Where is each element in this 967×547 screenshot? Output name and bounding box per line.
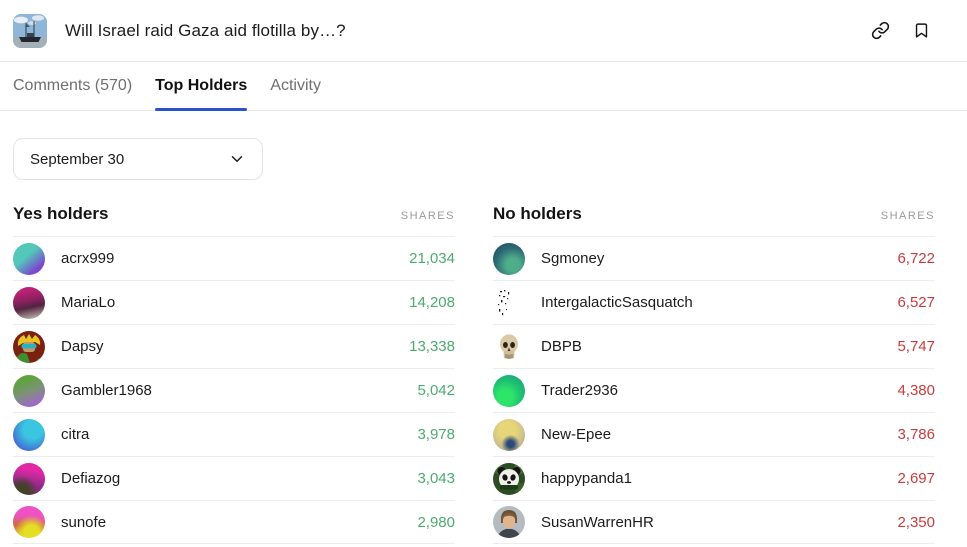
- holder-row[interactable]: Dapsy 13,338: [13, 324, 455, 368]
- holder-shares: 21,034: [409, 250, 455, 267]
- shares-column-label: SHARES: [400, 210, 455, 222]
- holder-name[interactable]: Gambler1968: [61, 382, 152, 399]
- filter-row: September 30: [0, 111, 967, 180]
- holder-name[interactable]: Trader2936: [541, 382, 618, 399]
- avatar: [493, 374, 525, 407]
- holder-row[interactable]: happypanda1 2,697: [493, 456, 935, 500]
- avatar: [493, 286, 525, 319]
- yes-holders-column: Yes holders SHARES acrx999 21,034 MariaL…: [13, 202, 455, 544]
- date-filter-dropdown[interactable]: September 30: [13, 138, 263, 180]
- holder-name[interactable]: acrx999: [61, 250, 115, 267]
- avatar: [493, 418, 525, 451]
- holder-shares: 2,350: [897, 513, 935, 531]
- holder-name[interactable]: New-Epee: [541, 426, 612, 443]
- holder-row[interactable]: Trader2936 4,380: [493, 368, 935, 412]
- avatar: [13, 242, 45, 275]
- holders-columns: Yes holders SHARES acrx999 21,034 MariaL…: [0, 180, 967, 544]
- holder-shares: 13,338: [409, 338, 455, 355]
- holder-row[interactable]: citra 3,978: [13, 412, 455, 456]
- avatar: [13, 330, 45, 363]
- holder-row[interactable]: SusanWarrenHR 2,350: [493, 500, 935, 544]
- holder-shares: 6,527: [897, 294, 935, 311]
- bookmark-button[interactable]: [911, 21, 931, 41]
- holder-shares: 5,747: [897, 338, 935, 355]
- holder-shares: 6,722: [897, 250, 935, 267]
- tab-top-holders[interactable]: Top Holders: [155, 62, 248, 111]
- holder-shares: 3,043: [417, 470, 455, 487]
- avatar: [493, 242, 525, 275]
- holder-name[interactable]: Sgmoney: [541, 250, 605, 267]
- holder-shares: 3,786: [897, 426, 935, 443]
- avatar: [493, 462, 525, 495]
- holder-name[interactable]: citra: [61, 426, 90, 443]
- copy-link-button[interactable]: [870, 21, 890, 41]
- holder-name[interactable]: Dapsy: [61, 338, 104, 355]
- holder-shares: 14,208: [409, 294, 455, 311]
- avatar: [13, 506, 45, 538]
- holder-name[interactable]: DBPB: [541, 338, 582, 355]
- holder-row[interactable]: Sgmoney 6,722: [493, 236, 935, 280]
- tab-comments[interactable]: Comments (570): [13, 77, 133, 94]
- holder-name[interactable]: SusanWarrenHR: [541, 513, 654, 531]
- chevron-down-icon: [231, 156, 243, 162]
- holder-shares: 4,380: [897, 382, 935, 399]
- no-holders-column: No holders SHARES Sgmoney 6,722: [493, 202, 935, 544]
- holder-row[interactable]: IntergalacticSasquatch 6,527: [493, 280, 935, 324]
- holder-name[interactable]: MariaLo: [61, 294, 116, 311]
- holder-row[interactable]: Defiazog 3,043: [13, 456, 455, 500]
- avatar: [493, 330, 525, 363]
- avatar: [13, 418, 45, 451]
- tab-activity[interactable]: Activity: [270, 77, 321, 94]
- shares-column-label: SHARES: [880, 210, 935, 222]
- holder-shares: 3,978: [417, 426, 455, 443]
- yes-holders-title: Yes holders: [13, 204, 109, 223]
- avatar: [13, 286, 45, 319]
- market-tabs: Comments (570) Top Holders Activity: [0, 62, 967, 111]
- avatar: [493, 506, 525, 538]
- holder-row[interactable]: DBPB 5,747: [493, 324, 935, 368]
- avatar: [13, 462, 45, 495]
- holder-shares: 5,042: [417, 382, 455, 399]
- date-filter-value: September 30: [30, 150, 125, 168]
- link-icon: [871, 21, 889, 40]
- holder-name[interactable]: IntergalacticSasquatch: [541, 294, 693, 311]
- holder-row[interactable]: acrx999 21,034: [13, 236, 455, 280]
- holder-row[interactable]: MariaLo 14,208: [13, 280, 455, 324]
- market-thumbnail: [13, 13, 47, 48]
- flotilla-ship-image: [13, 13, 47, 48]
- market-title: Will Israel raid Gaza aid flotilla by…?: [65, 20, 346, 40]
- avatar: [13, 374, 45, 407]
- market-header: Will Israel raid Gaza aid flotilla by…?: [0, 0, 967, 62]
- holder-shares: 2,697: [897, 470, 935, 487]
- holder-name[interactable]: happypanda1: [541, 470, 632, 487]
- bookmark-icon: [915, 23, 927, 38]
- holder-row[interactable]: Gambler1968 5,042: [13, 368, 455, 412]
- holder-row[interactable]: New-Epee 3,786: [493, 412, 935, 456]
- holder-name[interactable]: sunofe: [61, 513, 107, 531]
- holder-row[interactable]: sunofe 2,980: [13, 500, 455, 544]
- holder-name[interactable]: Defiazog: [61, 470, 121, 487]
- no-holders-title: No holders: [493, 204, 582, 223]
- holder-shares: 2,980: [417, 513, 455, 531]
